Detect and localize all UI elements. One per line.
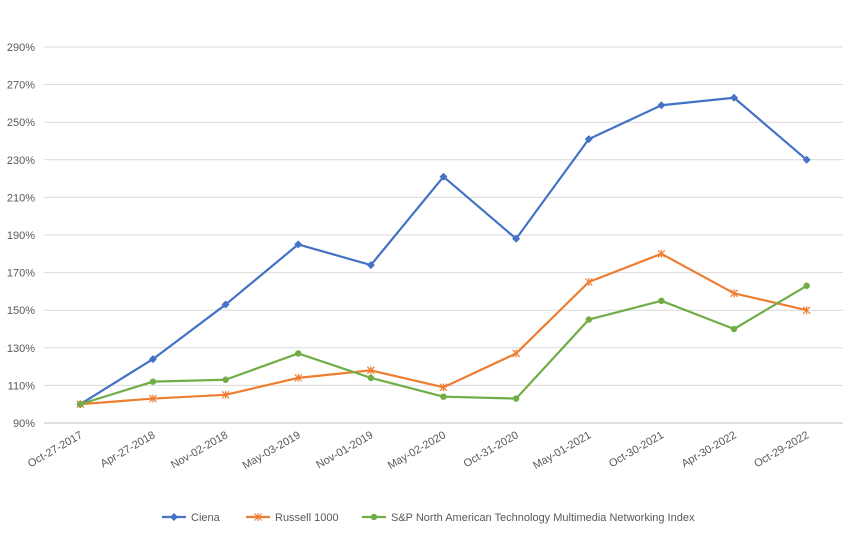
data-point-star — [730, 289, 738, 298]
data-point-star — [221, 390, 230, 399]
data-point-diamond — [802, 155, 811, 164]
y-tick-label: 170% — [7, 268, 35, 280]
y-tick-label: 130% — [7, 343, 35, 355]
data-point-diamond — [512, 234, 521, 243]
y-tick-label: 110% — [8, 380, 36, 392]
data-point-star — [149, 394, 157, 403]
data-point-circle — [295, 350, 302, 357]
x-tick-label: May-03-2019 — [241, 429, 303, 472]
data-point-circle — [730, 325, 738, 333]
data-point-diamond — [657, 101, 666, 110]
legend-item: Ciena — [162, 512, 221, 524]
data-point-star — [657, 249, 666, 258]
x-tick-label: Apr-30-2022 — [680, 429, 739, 470]
series-ciena — [76, 93, 811, 409]
x-tick-label: Oct-31-2020 — [462, 429, 521, 470]
data-point-star — [366, 366, 375, 375]
data-point-star — [294, 373, 303, 382]
data-point-circle — [149, 378, 157, 385]
x-tick-label: Oct-27-2017 — [26, 429, 85, 470]
y-tick-label: 250% — [7, 117, 35, 129]
legend-label: S&P North American Technology Multimedia… — [391, 512, 695, 524]
y-axis-ticks: 90% 110% 130% 150% 170% 190% 210% 230% 250% 270% 2… — [7, 42, 35, 430]
y-tick-label: 270% — [7, 80, 35, 92]
x-tick-label: May-01-2021 — [531, 429, 593, 472]
data-point-diamond — [730, 93, 739, 102]
data-point-star — [802, 306, 811, 315]
data-point-circle — [658, 297, 665, 304]
data-point-diamond — [584, 135, 593, 144]
data-point-circle — [370, 513, 378, 521]
x-tick-label: Oct-29-2022 — [752, 429, 811, 470]
data-point-diamond — [439, 172, 448, 181]
y-tick-label: 190% — [7, 230, 35, 242]
legend-label: Ciena — [191, 512, 221, 524]
legend: Ciena Russell 1000 S&P North American Tech… — [162, 512, 695, 524]
data-point-diamond — [148, 355, 157, 364]
legend-label: Russell 1000 — [275, 512, 339, 524]
y-tick-label: 210% — [7, 192, 35, 204]
y-tick-label: 290% — [7, 42, 35, 54]
grid-lines — [44, 46, 843, 424]
series-line — [79, 96, 808, 406]
x-tick-label: Oct-30-2021 — [607, 429, 666, 470]
data-point-diamond — [366, 261, 375, 270]
x-tick-label: May-02-2020 — [386, 429, 448, 472]
x-tick-label: Nov-01-2019 — [314, 429, 375, 471]
x-tick-label: Nov-02-2018 — [169, 429, 230, 471]
data-point-circle — [440, 393, 447, 400]
x-axis-ticks: Oct-27-2017 Apr-27-2018 Nov-02-2018 May-03-… — [26, 429, 811, 472]
series-lines — [76, 93, 811, 409]
data-point-circle — [222, 376, 229, 383]
data-point-circle — [585, 316, 592, 323]
data-point-star — [512, 349, 521, 358]
data-point-star — [584, 278, 593, 286]
data-point-circle — [803, 282, 810, 289]
legend-item: S&P North American Technology Multimedia… — [362, 512, 695, 524]
series-russell-1000 — [76, 249, 811, 409]
y-tick-label: 90% — [13, 418, 35, 430]
x-tick-label: Apr-27-2018 — [98, 429, 157, 470]
legend-item: Russell 1000 — [246, 512, 339, 524]
data-point-diamond — [221, 300, 230, 309]
data-point-star — [254, 513, 262, 521]
data-point-circle — [77, 401, 84, 408]
y-tick-label: 150% — [7, 305, 35, 317]
series-s-p-north-american-technology-multimedia-networking-index — [77, 282, 810, 408]
data-point-circle — [512, 395, 520, 402]
data-point-circle — [367, 374, 375, 382]
data-point-diamond — [170, 513, 178, 521]
data-point-star — [439, 383, 448, 392]
data-point-diamond — [294, 240, 303, 249]
y-tick-label: 230% — [7, 155, 35, 167]
